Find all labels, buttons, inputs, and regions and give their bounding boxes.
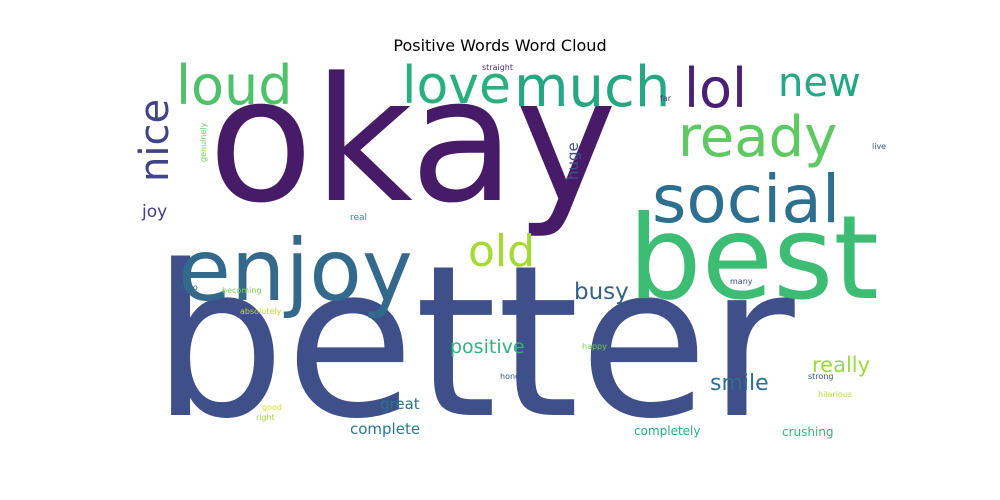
word-love: love bbox=[402, 56, 511, 116]
chart-title: Positive Words Word Cloud bbox=[393, 36, 607, 55]
word-enjoy: enjoy bbox=[178, 221, 413, 321]
word-busy: busy bbox=[574, 279, 629, 305]
word-far: far bbox=[660, 94, 672, 103]
word-many: many bbox=[730, 277, 753, 286]
word-absolutely: absolutely bbox=[240, 307, 282, 316]
word-complete: complete bbox=[350, 420, 420, 438]
word-real: real bbox=[350, 213, 367, 223]
word-really: really bbox=[812, 353, 870, 377]
word-loud: loud bbox=[176, 54, 293, 117]
word-smile: smile bbox=[710, 371, 769, 396]
word-ready: ready bbox=[678, 105, 837, 170]
word-huge: huge bbox=[564, 142, 582, 180]
word-joy: joy bbox=[141, 202, 167, 222]
word-becoming: becoming bbox=[222, 286, 261, 295]
word-old: old bbox=[468, 226, 535, 277]
word-best: best bbox=[628, 191, 879, 326]
word-straight: straight bbox=[482, 63, 513, 72]
word-crushing: crushing bbox=[782, 425, 834, 439]
word-new: new bbox=[778, 60, 861, 106]
word-strong: strong bbox=[808, 372, 833, 381]
word-completely: completely bbox=[634, 424, 701, 438]
word-live: live bbox=[872, 142, 886, 151]
word-happy: happy bbox=[582, 342, 607, 351]
word-much: much bbox=[514, 55, 670, 120]
word-genuinely: genuinely bbox=[199, 122, 208, 162]
word-lmao: lmao bbox=[178, 283, 198, 292]
word-hilarious: hilarious bbox=[818, 390, 852, 399]
word-better: better bbox=[152, 220, 795, 465]
word-okay: okay bbox=[208, 40, 617, 241]
word-honestly: honestly bbox=[500, 372, 534, 381]
word-nice: nice bbox=[132, 99, 178, 182]
word-great: great bbox=[380, 395, 420, 413]
word-lol: lol bbox=[684, 57, 747, 120]
word-positive: positive bbox=[450, 336, 525, 358]
word-social: social bbox=[652, 161, 840, 238]
word-good: good bbox=[262, 403, 282, 412]
word-right: right bbox=[256, 413, 275, 422]
